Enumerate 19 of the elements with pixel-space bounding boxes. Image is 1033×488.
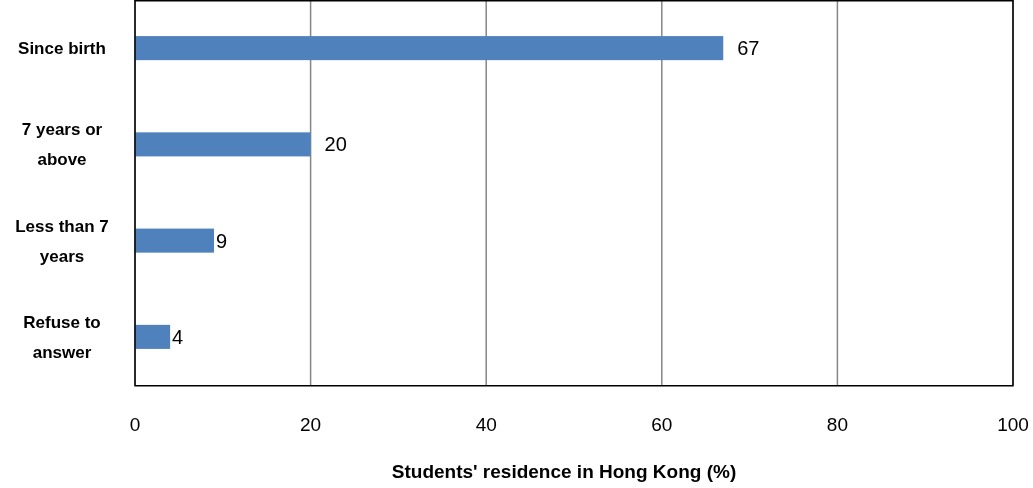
bar: [135, 228, 215, 253]
data-label: 20: [324, 133, 347, 156]
bar: [135, 324, 171, 349]
y-tick-label: 7 years or above: [21, 120, 103, 170]
x-tick-label: 80: [826, 414, 848, 435]
x-tick-label: 20: [300, 414, 322, 435]
x-tick-label: 0: [129, 414, 141, 435]
data-label: 4: [172, 325, 184, 348]
x-tick-label: 40: [475, 414, 497, 435]
bar: [135, 132, 311, 157]
y-tick-label: Refuse to answer: [23, 312, 101, 362]
x-tick-label: 100: [997, 414, 1029, 435]
bar: [135, 36, 724, 61]
data-label: 67: [737, 37, 760, 60]
data-label: 9: [216, 229, 228, 252]
y-tick-label: Since birth: [18, 39, 106, 59]
y-tick-label: Less than 7 years: [15, 216, 109, 266]
x-tick-label: 60: [651, 414, 673, 435]
x-axis-title: Students' residence in Hong Kong (%): [391, 461, 737, 482]
